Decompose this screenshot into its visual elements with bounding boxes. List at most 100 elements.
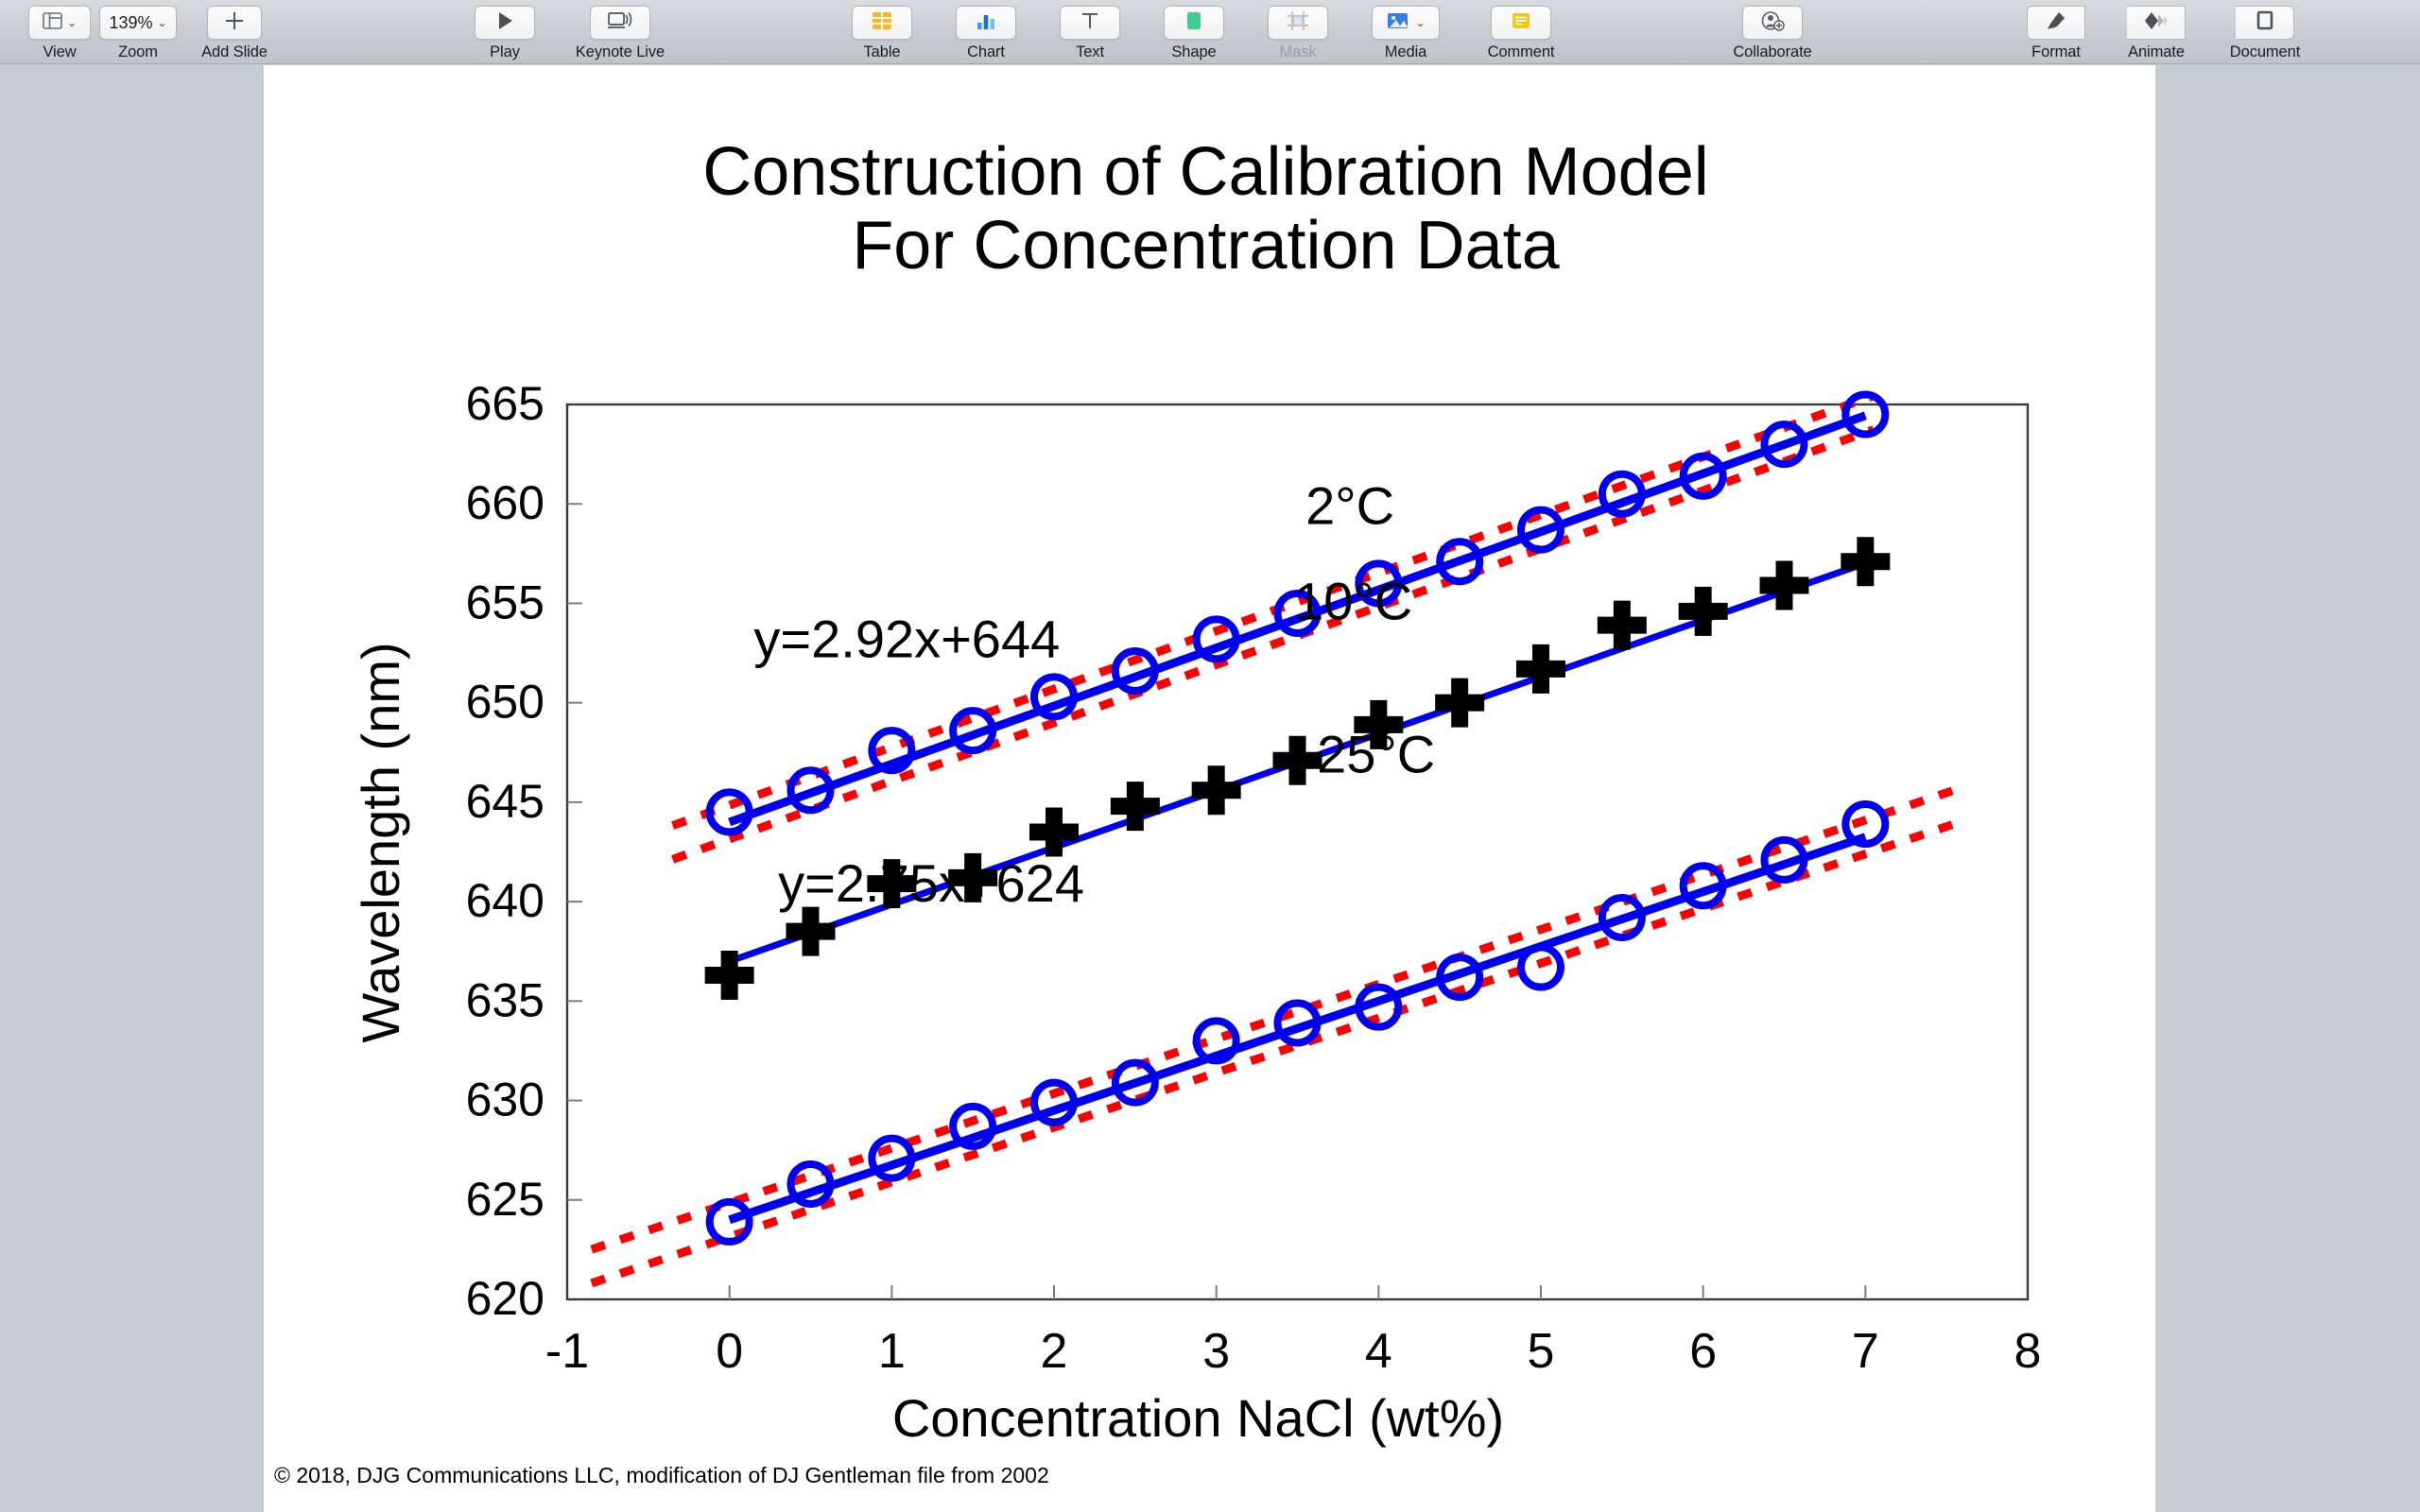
document-page-icon: [2254, 10, 2276, 36]
x-tick-label: 4: [1365, 1324, 1392, 1379]
data-point-circle: [1760, 421, 1808, 469]
data-point-circle: [786, 766, 835, 815]
data-point-circle: [1355, 559, 1403, 608]
data-point-circle: [1841, 800, 1890, 849]
comment-label: Comment: [1487, 43, 1555, 60]
play-button[interactable]: Play: [461, 0, 548, 61]
view-label: View: [43, 43, 77, 60]
format-label: Format: [2031, 43, 2081, 60]
data-point-circle: [1841, 390, 1890, 438]
data-point-circle: [1273, 589, 1322, 637]
insert-media-button[interactable]: ⌄ Media: [1350, 0, 1461, 61]
add-person-icon: [1760, 10, 1785, 36]
data-point-circle: [949, 1102, 997, 1150]
chevron-down-icon: ⌄: [157, 16, 167, 29]
chart-title-line1: Construction of Calibration Model: [702, 134, 1709, 210]
play-triangle-icon: [495, 10, 514, 36]
series-10C: [704, 537, 1891, 1000]
chevron-down-icon: ⌄: [1415, 16, 1426, 29]
toolbar-insert-group: Table Chart Text Sha: [830, 0, 1581, 61]
y-axis-label: Wavelength (nm): [351, 642, 410, 1042]
keynote-live-label: Keynote Live: [575, 43, 666, 60]
photo-icon: [1386, 10, 1410, 36]
data-point-circle: [1030, 1078, 1078, 1126]
add-slide-button[interactable]: Add Slide: [178, 0, 291, 61]
diamond-motion-icon: [2143, 10, 2169, 36]
insert-shape-button[interactable]: Shape: [1142, 0, 1246, 61]
data-point-circle: [1598, 470, 1646, 518]
data-point-plus: [1759, 560, 1809, 610]
y-tick-label: 650: [466, 676, 544, 729]
insert-comment-button[interactable]: Comment: [1461, 0, 1581, 61]
toolbar-collaborate-group: Collaborate: [1694, 0, 1851, 61]
document-inspector-button[interactable]: Document: [2206, 0, 2324, 61]
y-tick-label: 655: [466, 576, 544, 628]
data-point-plus: [1191, 765, 1241, 816]
insert-chart-button[interactable]: Chart: [934, 0, 1038, 61]
data-point-plus: [948, 852, 998, 902]
text-label: Text: [1076, 43, 1104, 60]
data-point-plus: [1597, 600, 1647, 650]
data-point-circle: [1436, 538, 1484, 586]
animate-inspector-button[interactable]: Animate: [2106, 0, 2206, 61]
data-point-plus: [1678, 586, 1728, 636]
data-point-circle: [1679, 862, 1727, 910]
series-label-2c: 2°C: [1305, 475, 1394, 535]
data-point-circle: [1679, 452, 1727, 500]
slide-canvas[interactable]: Construction of Calibration Model For Con…: [264, 65, 2155, 1512]
zoom-menu-button[interactable]: 139% ⌄ Zoom: [98, 0, 178, 61]
play-label: Play: [490, 43, 520, 60]
chart-title-line2: For Concentration Data: [852, 208, 1560, 284]
chevron-down-icon: ⌄: [66, 16, 78, 29]
collaborate-button[interactable]: Collaborate: [1694, 0, 1851, 61]
layout-panel-icon: [43, 11, 62, 34]
comment-note-icon: [1510, 10, 1532, 36]
data-point-circle: [949, 707, 997, 755]
confidence-band-line: [671, 425, 1876, 864]
data-point-circle: [1436, 954, 1484, 1002]
collaborate-label: Collaborate: [1733, 43, 1812, 60]
broadcast-screen-icon: [607, 10, 633, 36]
data-point-plus: [704, 950, 754, 1000]
x-tick-label: 0: [716, 1324, 743, 1379]
series-2C: [671, 390, 1890, 864]
data-point-circle: [1192, 615, 1240, 663]
data-point-circle: [1111, 1058, 1159, 1107]
y-tick-label: 645: [466, 775, 544, 828]
data-point-circle: [1517, 506, 1564, 554]
toolbar-play-group: Play Keynote Live: [461, 0, 692, 61]
data-point-plus: [867, 859, 917, 909]
x-tick-label: 5: [1528, 1324, 1555, 1379]
table-label: Table: [863, 43, 901, 60]
view-menu-button[interactable]: ⌄ View: [21, 0, 98, 61]
insert-text-button[interactable]: Text: [1038, 0, 1142, 61]
data-point-circle: [1192, 1017, 1240, 1065]
keynote-live-button[interactable]: Keynote Live: [548, 0, 692, 61]
y-tick-label: 630: [466, 1074, 544, 1126]
x-tick-label: 2: [1041, 1324, 1068, 1379]
x-axis-label: Concentration NaCl (wt%): [892, 1388, 1504, 1448]
zoom-value: 139%: [109, 12, 153, 32]
mask-label: Mask: [1279, 43, 1317, 60]
fit-line: [728, 833, 1867, 1225]
data-point-circle: [1273, 999, 1322, 1047]
x-tick-label: 8: [2014, 1324, 2042, 1379]
format-inspector-button[interactable]: Format: [2006, 0, 2106, 61]
media-label: Media: [1384, 43, 1427, 60]
document-label: Document: [2229, 43, 2301, 60]
insert-mask-button: Mask: [1246, 0, 1350, 61]
copyright-text: © 2018, DJG Communications LLC, modifica…: [274, 1463, 1049, 1487]
data-point-circle: [1517, 943, 1564, 991]
x-tick-label: 1: [878, 1324, 906, 1379]
data-point-circle: [1598, 893, 1646, 941]
data-point-circle: [1760, 835, 1808, 884]
toolbar-inspector-group: Format Animate Document: [2006, 0, 2324, 61]
mask-crop-icon: [1287, 10, 1309, 36]
chart-label: Chart: [967, 43, 1005, 60]
insert-table-button[interactable]: Table: [830, 0, 934, 61]
equation-2c: y=2.92x+644: [753, 609, 1060, 668]
x-tick-label: 7: [1852, 1324, 1879, 1379]
y-tick-label: 660: [466, 476, 544, 529]
app-toolbar: ⌄ View 139% ⌄ Zoom Add Slide: [0, 0, 2420, 64]
